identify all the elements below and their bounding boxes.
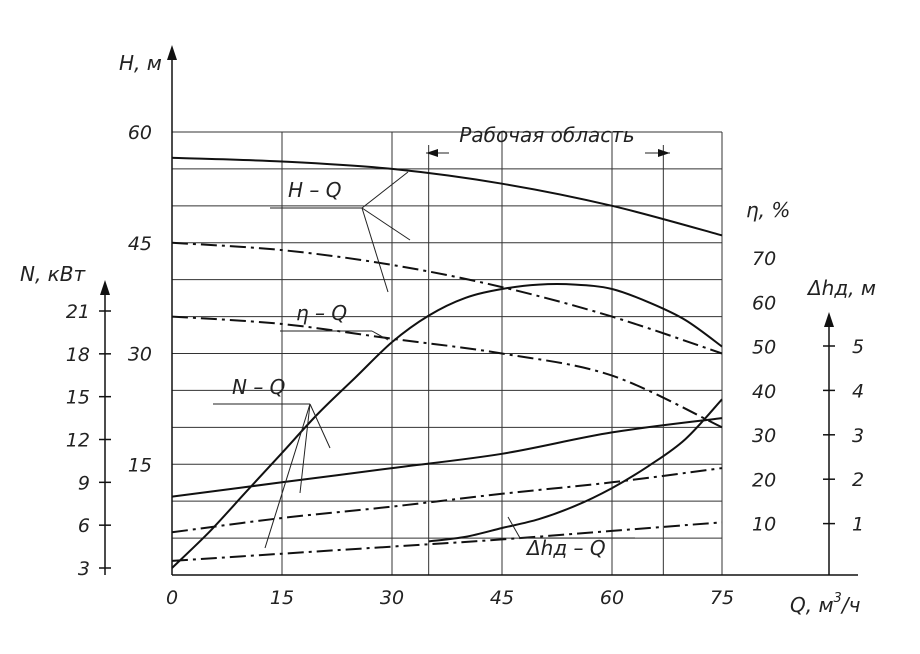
q-axis-label-sup: 3 — [834, 591, 842, 606]
series-line-n-4 — [171, 417, 723, 498]
working-region-label: Рабочая область — [459, 123, 634, 147]
hq-leader — [361, 171, 409, 209]
n-axis-label: N, кВт — [20, 262, 86, 286]
dh-tick-label: 1 — [852, 514, 864, 536]
eta-tick-label: 40 — [752, 381, 776, 403]
eta-tick-label: 50 — [752, 337, 776, 359]
h-axis-arrow-icon — [167, 45, 177, 60]
callouts: H – Q η – Q N – Q Δhд – Q — [213, 171, 635, 560]
dh-axis-arrow-icon — [824, 312, 834, 327]
h-tick-label: 60 — [128, 122, 152, 144]
dhq-curve-label: Δhд – Q — [525, 536, 606, 560]
series-line-n-5 — [171, 467, 723, 534]
nq-leader — [299, 403, 311, 494]
n-tick-label: 18 — [66, 344, 90, 366]
n-tick-label: 21 — [66, 301, 90, 323]
dh-axis-label: Δhд, м — [806, 276, 876, 300]
dh-tick-label: 2 — [852, 469, 864, 491]
n-tick-label: 3 — [78, 558, 90, 580]
eta-tick-label: 60 — [752, 292, 776, 314]
eta-axis-label: η, % — [746, 198, 790, 222]
h-tick-label: 15 — [128, 454, 152, 476]
q-tick-label: 60 — [600, 587, 624, 609]
series-line-eta-3 — [171, 283, 723, 569]
working-region: Рабочая область — [426, 123, 670, 157]
curves — [171, 156, 723, 569]
series-line-dh-7 — [428, 398, 723, 543]
axes — [100, 45, 858, 576]
h-tick-label: 30 — [128, 344, 152, 366]
arrow-left-icon — [426, 149, 438, 157]
n-axis-arrow-icon — [100, 280, 110, 295]
series-line-h-0 — [171, 156, 723, 237]
q-tick-label: 75 — [710, 587, 734, 609]
eta-tick-label: 70 — [752, 248, 776, 270]
q-tick-label: 15 — [270, 587, 294, 609]
series-line-h-2 — [171, 315, 723, 429]
q-tick-label: 0 — [166, 587, 178, 609]
nq-leader — [264, 403, 311, 549]
arrow-right-icon — [658, 149, 670, 157]
nq-curve-label: N – Q — [232, 375, 285, 399]
q-axis-label-base: Q, м — [790, 593, 834, 617]
series-line-h-1 — [171, 241, 723, 355]
nq-leader — [309, 403, 331, 449]
hq-leader — [361, 207, 411, 241]
h-axis-label: H, м — [119, 51, 162, 75]
q-tick-label: 30 — [380, 587, 404, 609]
grid — [171, 131, 723, 576]
q-axis-label-tail: /ч — [840, 593, 861, 617]
n-tick-label: 9 — [78, 472, 90, 494]
dh-tick-label: 5 — [852, 336, 864, 358]
eta-tick-label: 10 — [752, 514, 776, 536]
n-tick-label: 15 — [66, 387, 90, 409]
q-tick-label: 45 — [490, 587, 514, 609]
etaq-curve-label: η – Q — [296, 301, 347, 325]
etaq-leader — [371, 330, 389, 341]
eta-tick-label: 20 — [752, 469, 776, 491]
dhq-leader — [507, 516, 521, 539]
dh-tick-label: 3 — [852, 425, 864, 447]
n-tick-label: 6 — [78, 515, 90, 537]
n-tick-label: 12 — [66, 430, 90, 452]
hq-curve-label: H – Q — [288, 178, 342, 202]
eta-tick-label: 30 — [752, 425, 776, 447]
dh-tick-label: 4 — [852, 380, 864, 402]
hq-leader — [361, 207, 389, 293]
h-tick-label: 45 — [128, 233, 152, 255]
tick-labels: 0 15 30 45 60 7515304560369121518211020304050… — [66, 122, 864, 609]
series-line-n-6 — [171, 521, 723, 562]
q-axis-label: Q, м3/ч — [790, 591, 861, 617]
